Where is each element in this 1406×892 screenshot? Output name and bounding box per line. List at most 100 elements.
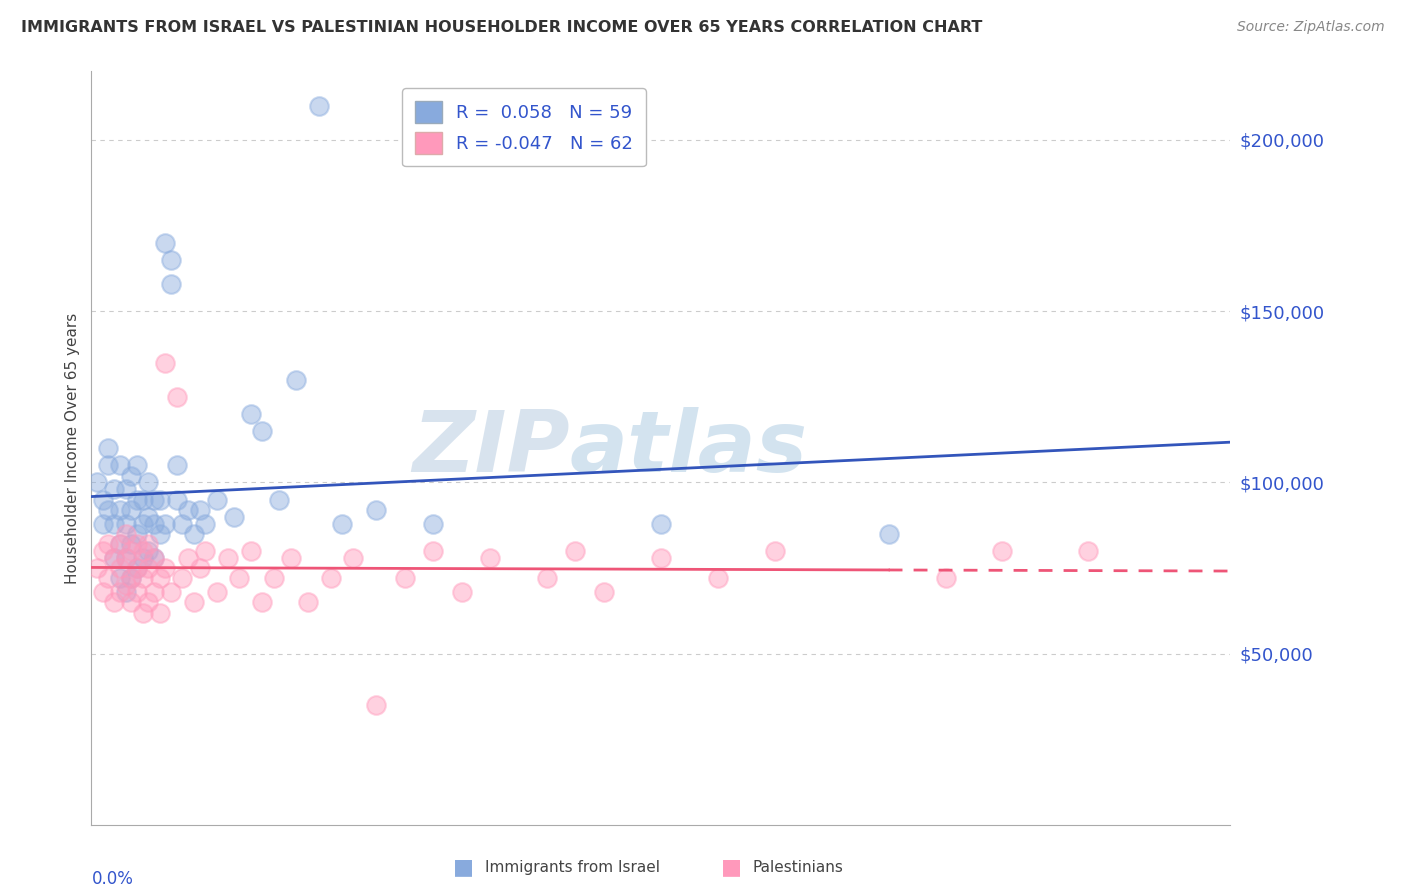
Point <box>91 544 114 558</box>
Point <box>97 503 120 517</box>
Y-axis label: Householder Income Over 65 years: Householder Income Over 65 years <box>65 312 80 584</box>
Point <box>478 550 502 565</box>
Point <box>108 458 131 473</box>
Point <box>934 571 956 585</box>
Point <box>263 571 285 585</box>
Point <box>239 407 262 421</box>
Point <box>143 550 166 565</box>
Point <box>536 571 558 585</box>
Point <box>120 571 142 585</box>
Point <box>342 550 364 565</box>
Point <box>103 550 125 565</box>
Point <box>155 355 177 369</box>
Point <box>166 390 188 404</box>
Point <box>114 550 136 565</box>
Point <box>131 606 153 620</box>
Point <box>160 585 183 599</box>
Point <box>91 585 114 599</box>
Point <box>877 527 900 541</box>
Point <box>239 544 262 558</box>
Point <box>593 585 616 599</box>
Point <box>103 550 125 565</box>
Point <box>228 571 250 585</box>
Point <box>138 509 160 524</box>
Point <box>86 475 108 490</box>
Text: 0.0%: 0.0% <box>91 871 134 888</box>
Point <box>330 516 353 531</box>
Point <box>131 571 153 585</box>
Point <box>285 373 308 387</box>
Point <box>114 585 136 599</box>
Point <box>143 492 166 507</box>
Text: Source: ZipAtlas.com: Source: ZipAtlas.com <box>1237 20 1385 34</box>
Point <box>394 571 416 585</box>
Point <box>114 516 136 531</box>
Point <box>250 595 273 609</box>
Point <box>422 544 444 558</box>
Point <box>86 561 108 575</box>
Point <box>125 561 148 575</box>
Point <box>91 492 114 507</box>
Point <box>650 550 672 565</box>
Point <box>120 544 142 558</box>
Point <box>114 527 136 541</box>
Point <box>120 468 142 483</box>
Point <box>143 550 166 565</box>
Point <box>183 527 205 541</box>
Point <box>138 475 160 490</box>
Point <box>91 516 114 531</box>
Point <box>103 516 125 531</box>
Point <box>125 458 148 473</box>
Point <box>138 595 160 609</box>
Point <box>125 561 148 575</box>
Point <box>160 252 183 267</box>
Point <box>177 550 200 565</box>
Point <box>763 544 786 558</box>
Point <box>149 606 172 620</box>
Point <box>108 571 131 585</box>
Point <box>138 561 160 575</box>
Text: Immigrants from Israel: Immigrants from Israel <box>485 860 659 874</box>
Point <box>108 585 131 599</box>
Point <box>160 277 183 291</box>
Point <box>564 544 586 558</box>
Point <box>108 561 131 575</box>
Point <box>166 458 188 473</box>
Point <box>97 458 120 473</box>
Point <box>97 537 120 551</box>
Point <box>319 571 342 585</box>
Legend: R =  0.058   N = 59, R = -0.047   N = 62: R = 0.058 N = 59, R = -0.047 N = 62 <box>402 88 645 166</box>
Point <box>364 698 387 713</box>
Point <box>125 527 148 541</box>
Point <box>1077 544 1099 558</box>
Point <box>222 509 245 524</box>
Text: Palestinians: Palestinians <box>752 860 844 874</box>
Point <box>138 544 160 558</box>
Point <box>108 537 131 551</box>
Point <box>131 492 153 507</box>
Point <box>149 492 172 507</box>
Point <box>422 516 444 531</box>
Point <box>166 492 188 507</box>
Point <box>108 537 131 551</box>
Point <box>143 516 166 531</box>
Point <box>205 585 228 599</box>
Point <box>103 595 125 609</box>
Point <box>125 537 148 551</box>
Point <box>217 550 239 565</box>
Point <box>120 571 142 585</box>
Text: atlas: atlas <box>569 407 808 490</box>
Point <box>194 544 217 558</box>
Point <box>177 503 200 517</box>
Point <box>706 571 728 585</box>
Point <box>364 503 387 517</box>
Point <box>205 492 228 507</box>
Point <box>131 550 153 565</box>
Point <box>650 516 672 531</box>
Point <box>131 544 153 558</box>
Point <box>120 595 142 609</box>
Point <box>108 503 131 517</box>
Point <box>188 503 211 517</box>
Point <box>125 492 148 507</box>
Point <box>297 595 319 609</box>
